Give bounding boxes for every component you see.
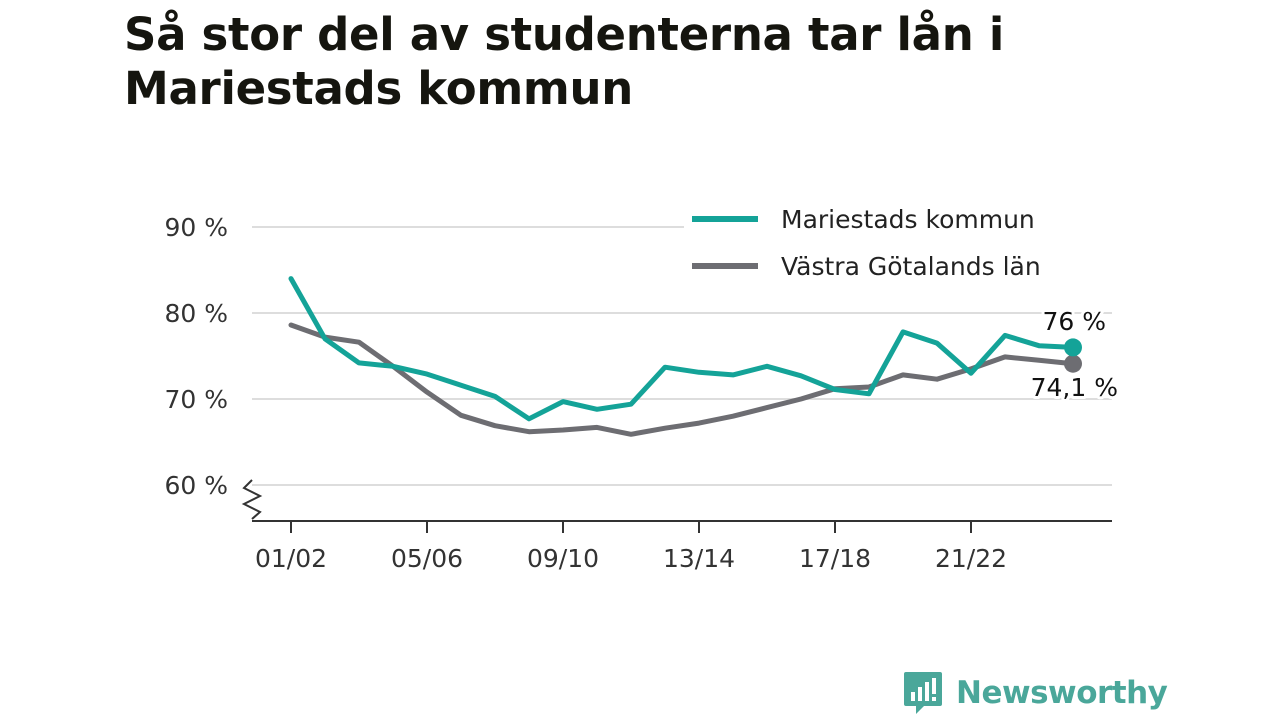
series-line-1 [288, 276, 1076, 422]
y-tick-label: 90 % [164, 213, 228, 242]
x-axis-labels: 01/02 05/06 09/10 13/14 17/18 21/22 [255, 544, 1007, 573]
newsworthy-logo-icon [904, 672, 942, 714]
y-tick-label: 60 % [164, 471, 228, 500]
x-tick-label: 05/06 [391, 544, 463, 573]
y-tick-label: 70 % [164, 385, 228, 414]
end-label-2: 74,1 % [1031, 373, 1118, 402]
x-tick-label: 17/18 [799, 544, 871, 573]
y-tick-label: 80 % [164, 299, 228, 328]
x-axis [241, 479, 1112, 533]
x-tick-label: 13/14 [663, 544, 735, 573]
x-tick-label: 09/10 [527, 544, 599, 573]
end-label-1: 76 % [1042, 307, 1106, 336]
end-point-2 [1064, 354, 1082, 373]
end-point-1 [1064, 338, 1082, 357]
brand-logo: Newsworthy [902, 670, 1168, 716]
series-lines [288, 276, 1082, 437]
axis-break-icon [241, 479, 263, 520]
x-tick-label: 01/02 [255, 544, 327, 573]
series-line-2 [288, 322, 1076, 437]
legend-label-2: Västra Götalands län [781, 252, 1041, 281]
legend-label-1: Mariestads kommun [781, 205, 1035, 234]
end-labels: 76 % 74,1 % [1028, 304, 1121, 405]
y-axis-labels: 60 % 70 % 80 % 90 % [164, 213, 228, 500]
x-tick-label: 21/22 [935, 544, 1007, 573]
chart-title: Så stor del av studenterna tar lån i Mar… [124, 8, 1004, 115]
brand-name: Newsworthy [956, 675, 1168, 711]
legend: Mariestads kommun Västra Götalands län [684, 204, 1118, 281]
